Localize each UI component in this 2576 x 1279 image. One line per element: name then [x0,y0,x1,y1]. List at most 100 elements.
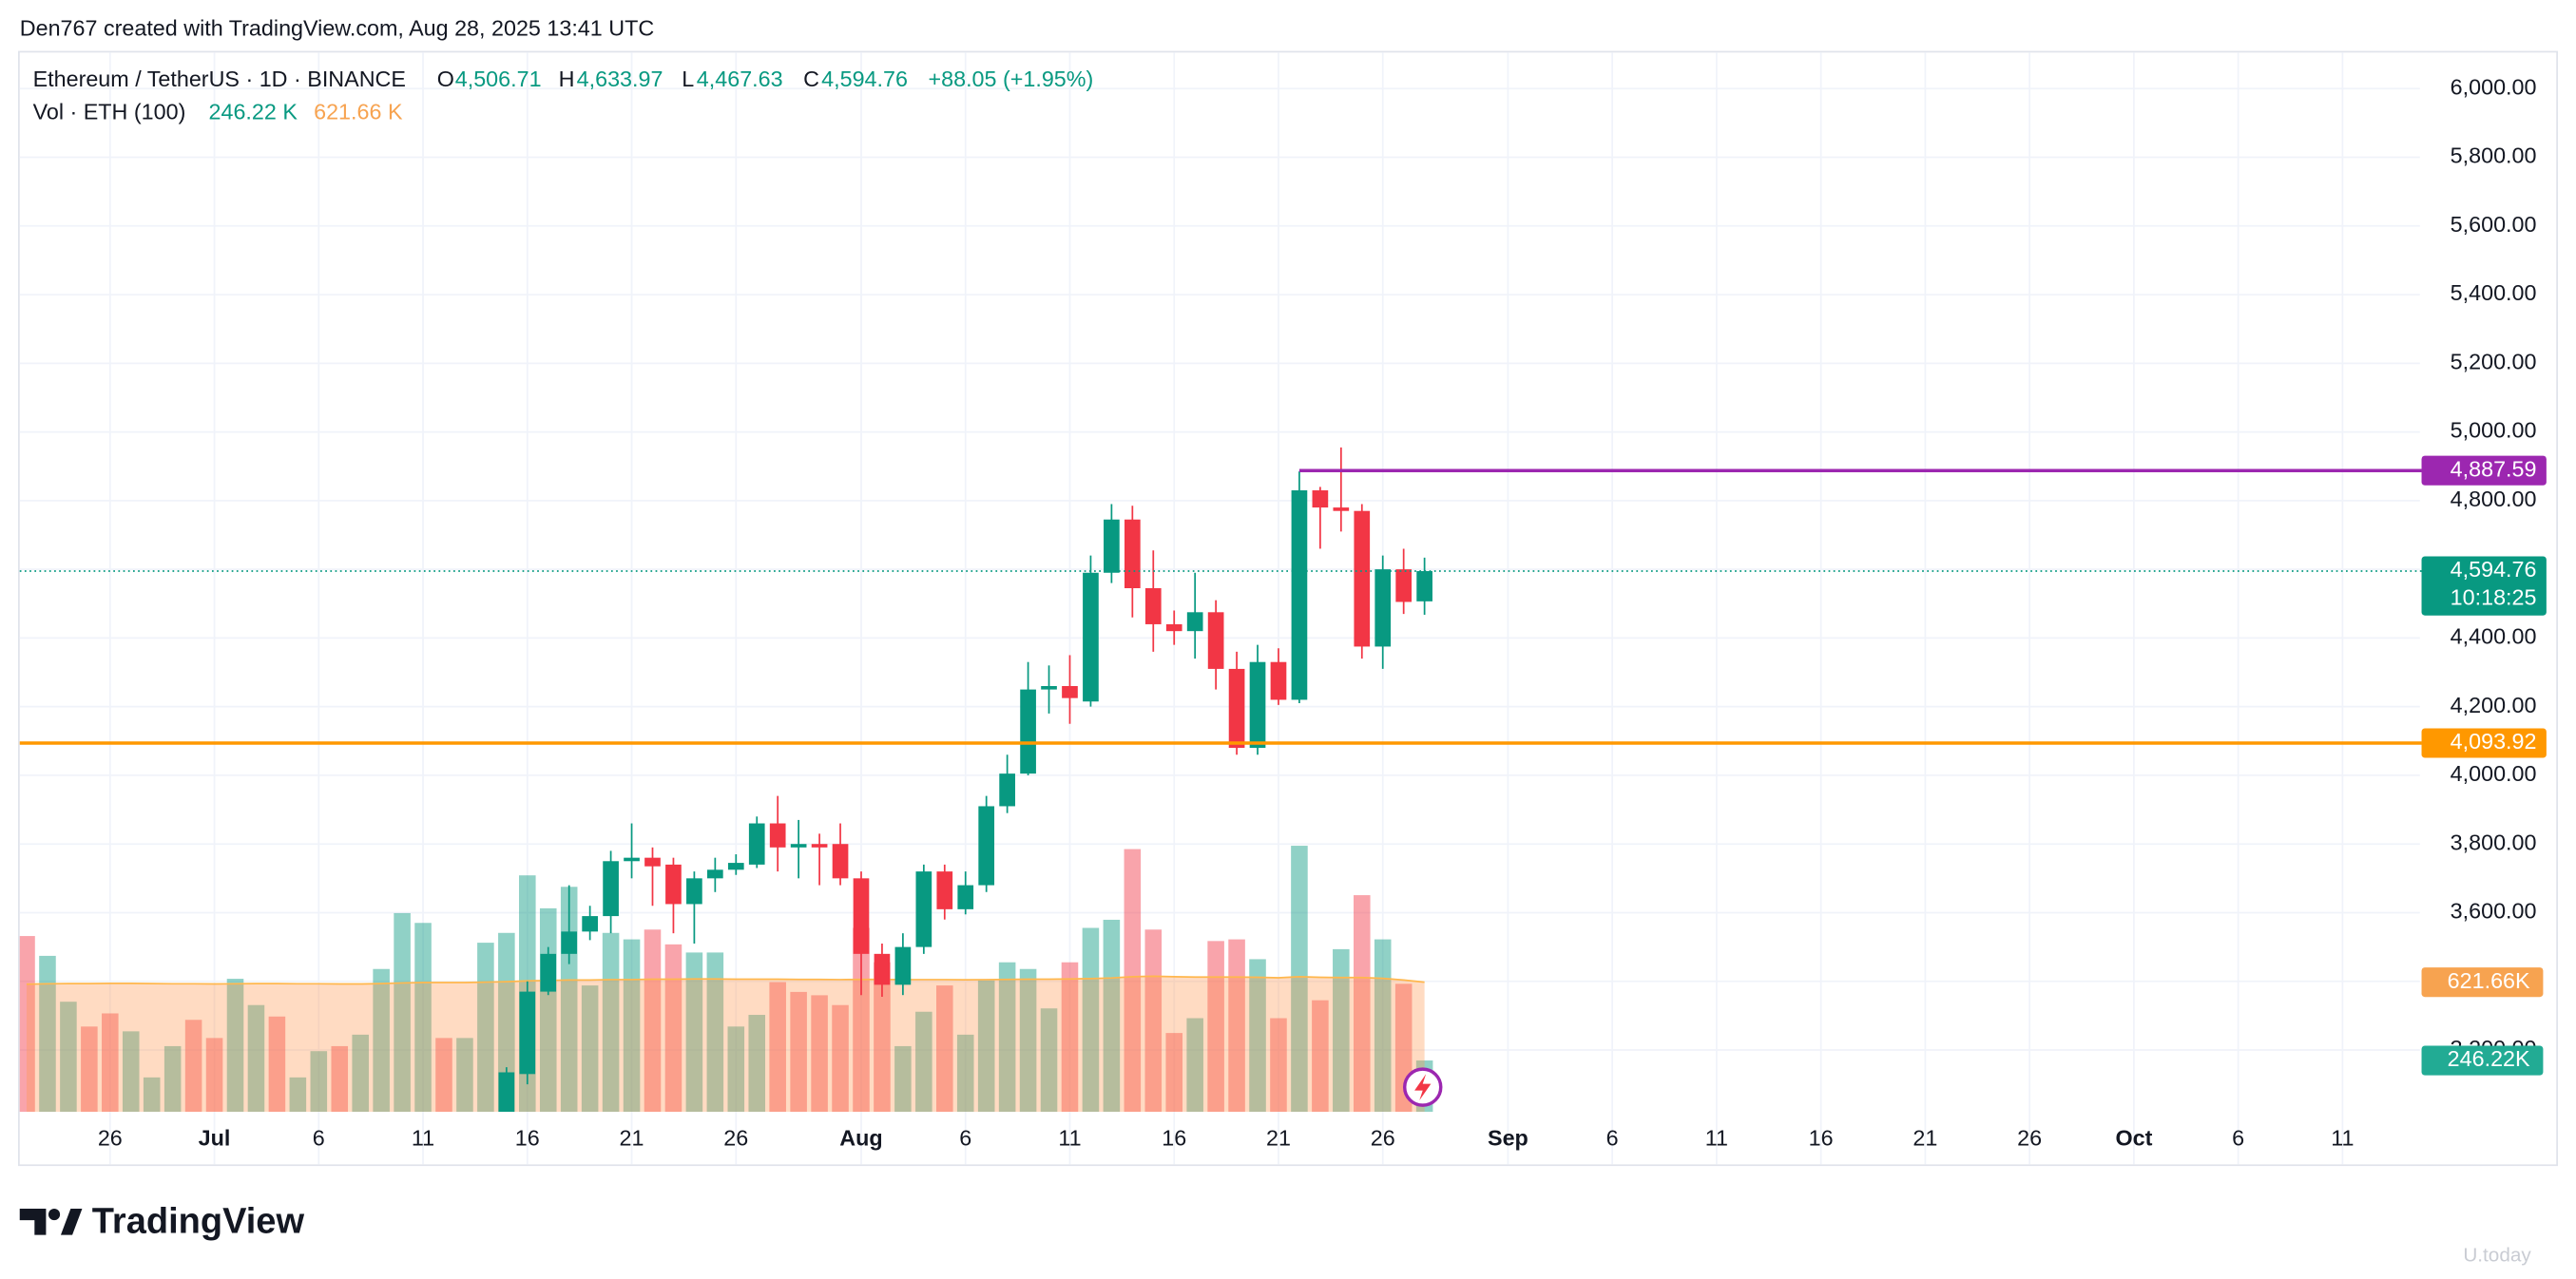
candle-body [915,871,932,947]
candle-body [1186,612,1203,632]
y-tick-label: 4,400.00 [2451,624,2537,649]
volume-bar [60,1002,77,1113]
candle-body [1020,689,1036,774]
volume-bar [1082,927,1100,1113]
volume-bar [1061,962,1079,1113]
volume-bar [936,985,953,1113]
candle-body [936,871,953,909]
candle-body [1165,623,1182,632]
ohlc-value: 4,594.76 [821,67,908,91]
candle-body [644,857,661,867]
volume-bar [1207,941,1224,1113]
volume-ma-area [27,976,1425,1113]
volume-bar [644,929,662,1113]
candle-body [1041,685,1057,690]
countdown: 10:18:25 [2451,585,2537,610]
candle-body [1062,685,1078,698]
x-tick-label: 11 [1705,1126,1728,1151]
x-tick-label: 6 [2232,1126,2244,1151]
volume-bar [998,962,1016,1113]
y-tick-label: 6,000.00 [2451,74,2537,99]
volume-bar [706,952,724,1113]
logo [19,1209,83,1235]
volume-bar [811,995,828,1113]
volume-bar [1374,939,1392,1113]
volume-bar [832,1004,849,1113]
volume-bar [894,1045,912,1113]
candle-body [624,857,640,862]
x-tick-label: 6 [313,1126,325,1151]
candle-body [957,885,974,909]
x-tick-label: Aug [839,1126,882,1151]
volume-bar [477,943,494,1113]
volume-bar [310,1051,328,1113]
volume-bar [602,932,620,1113]
ohlc-key: H [559,67,575,91]
x-tick-label: 26 [98,1126,123,1151]
x-tick-label: 16 [1162,1126,1186,1151]
price-badge [2421,455,2547,486]
y-tick-label: 4,200.00 [2451,693,2537,717]
header: Den767 created with TradingView.com, Aug… [20,15,654,40]
volume-bar [394,912,411,1113]
ohlc-key: O [437,67,454,91]
volume-ma-badge [2421,967,2544,998]
volume-bar [623,939,641,1113]
volume-bar [1040,1008,1058,1113]
ohlc-value: 4,633.97 [577,67,663,91]
candle-body [832,844,849,879]
volume-bar [498,932,515,1113]
volume-bar [184,1020,202,1113]
volume-bar [1333,948,1350,1113]
candle-body [790,844,807,848]
volume-bar [1291,846,1308,1113]
volume-bar [1019,968,1037,1113]
candle-body [1228,668,1245,749]
volume-bar [1228,939,1245,1113]
price-pane [498,447,1432,1113]
change: +88.05 (+1.95%) [929,67,1094,91]
candle-body [874,953,891,985]
candle-body [894,946,912,985]
x-tick-label: 11 [1058,1126,1081,1151]
ohlc-value: 4,506.71 [455,67,542,91]
candle-body [582,916,598,932]
candle-body [498,1072,515,1113]
volume-bar [790,991,807,1113]
candle-body [1333,507,1350,511]
volume-bar [748,1015,766,1113]
volume-bar [247,1004,265,1113]
candle-body [1354,510,1371,647]
candle-body [811,844,828,848]
volume-value: 246.22 K [209,99,298,124]
x-tick-label: 21 [620,1126,644,1151]
candle-body [1124,519,1141,589]
volume-bar [205,1038,223,1113]
volume-bar [853,927,870,1113]
volume-bar [1186,1018,1203,1113]
candle-body [978,806,995,886]
volume-bar [581,985,599,1113]
chart-frame [18,50,2558,1167]
x-tick-label: 26 [2017,1126,2042,1151]
volume-bar [39,955,56,1113]
volume-bar [1249,959,1266,1113]
lightning-icon [1402,1067,1443,1107]
last-price-label: 4,594.76 [2451,557,2537,582]
candle-body [540,953,557,992]
last-price-badge [2421,556,2547,616]
y-tick-label: 4,000.00 [2451,761,2537,786]
volume-bar [102,1013,119,1113]
volume-bar [664,944,682,1113]
volume-bar [352,1034,369,1113]
y-tick-label: 3,600.00 [2451,899,2537,924]
volume-bar [435,1038,452,1113]
volume-bar [685,952,703,1113]
watermark: U.today [2463,1245,2531,1267]
candle-body [1144,588,1162,624]
candle-body [748,823,765,865]
candle-body [727,863,744,870]
volume-ma-line [26,975,1425,985]
x-tick-label: 6 [1606,1126,1619,1151]
